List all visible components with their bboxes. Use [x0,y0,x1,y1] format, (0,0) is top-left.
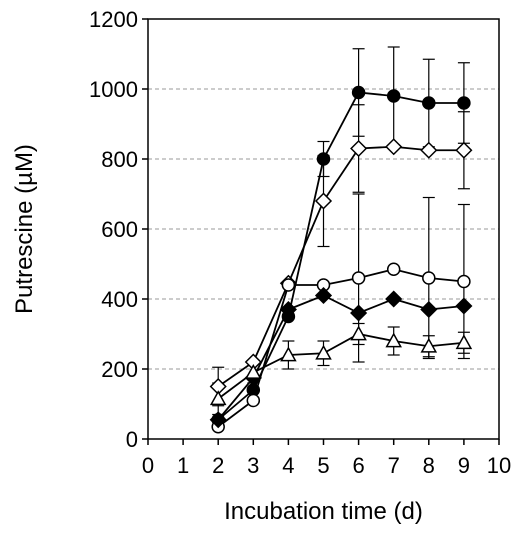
series-open-circle-point-9 [457,274,471,289]
series-filled-diamond-point-5 [314,286,333,305]
x-tick-label-10: 10 [487,453,511,478]
series-filled-diamond-point-2 [209,411,227,429]
series-filled-diamond-point-6 [350,304,368,322]
series-open-triangle-point-8 [420,337,438,353]
y-tick-label-0: 0 [126,427,138,452]
series-open-triangle-point-7 [385,332,402,348]
series-open-circle-point-8 [422,271,436,285]
series-open-triangle-line [217,333,464,400]
y-tick-label-1200: 1200 [89,7,138,32]
x-axis-title: Incubation time (d) [224,498,423,525]
series-filled-diamond-point-8 [420,300,438,319]
series-open-triangle-point-9 [455,334,473,350]
y-tick-label-800: 800 [101,147,138,172]
series-open-triangle-point-6 [350,325,367,341]
x-tick-label-7: 7 [388,453,400,478]
series-open-triangle-point-2 [209,390,227,406]
series-markers [209,85,473,434]
y-tick-label-1000: 1000 [89,77,138,102]
x-tick-label-3: 3 [247,453,259,478]
x-tick-label-4: 4 [282,453,294,478]
y-tick-label-600: 600 [101,217,138,242]
series-open-circle-point-6 [351,271,366,285]
series-filled-diamond-point-9 [455,297,473,315]
series-filled-circle-point-5 [316,152,331,166]
series-open-diamond-point-5 [314,192,333,210]
series-open-diamond-point-9 [455,141,473,159]
x-tick-label-6: 6 [352,453,364,478]
series-filled-diamond-point-7 [385,290,403,308]
series-open-circle-point-4 [281,278,296,292]
x-tick-label-1: 1 [177,453,189,478]
axes [142,18,500,445]
series-filled-circle-point-8 [422,96,436,110]
series-filled-circle-point-9 [457,96,471,110]
series-open-circle-point-7 [386,262,401,276]
series-open-triangle-point-4 [280,346,297,362]
x-tick-label-0: 0 [142,453,154,478]
x-tick-label-5: 5 [317,453,329,478]
series-filled-diamond-point-4 [279,300,297,319]
series-filled-circle-point-6 [351,85,366,100]
y-tick-label-400: 400 [101,287,138,312]
series-open-diamond-point-6 [350,139,368,158]
x-tick-label-8: 8 [423,453,435,478]
series-open-circle-point-3 [246,393,261,408]
x-tick-label-2: 2 [212,453,224,478]
y-tick-label-200: 200 [101,357,138,382]
series-open-diamond-point-8 [420,141,438,159]
series-open-triangle-point-5 [315,344,332,360]
series-open-diamond-point-7 [385,138,403,156]
x-tick-label-9: 9 [458,453,470,478]
series-filled-circle-point-7 [386,89,401,103]
series-open-triangle-point-3 [245,363,262,379]
y-axis-title: Putrescine (µM) [11,144,38,314]
